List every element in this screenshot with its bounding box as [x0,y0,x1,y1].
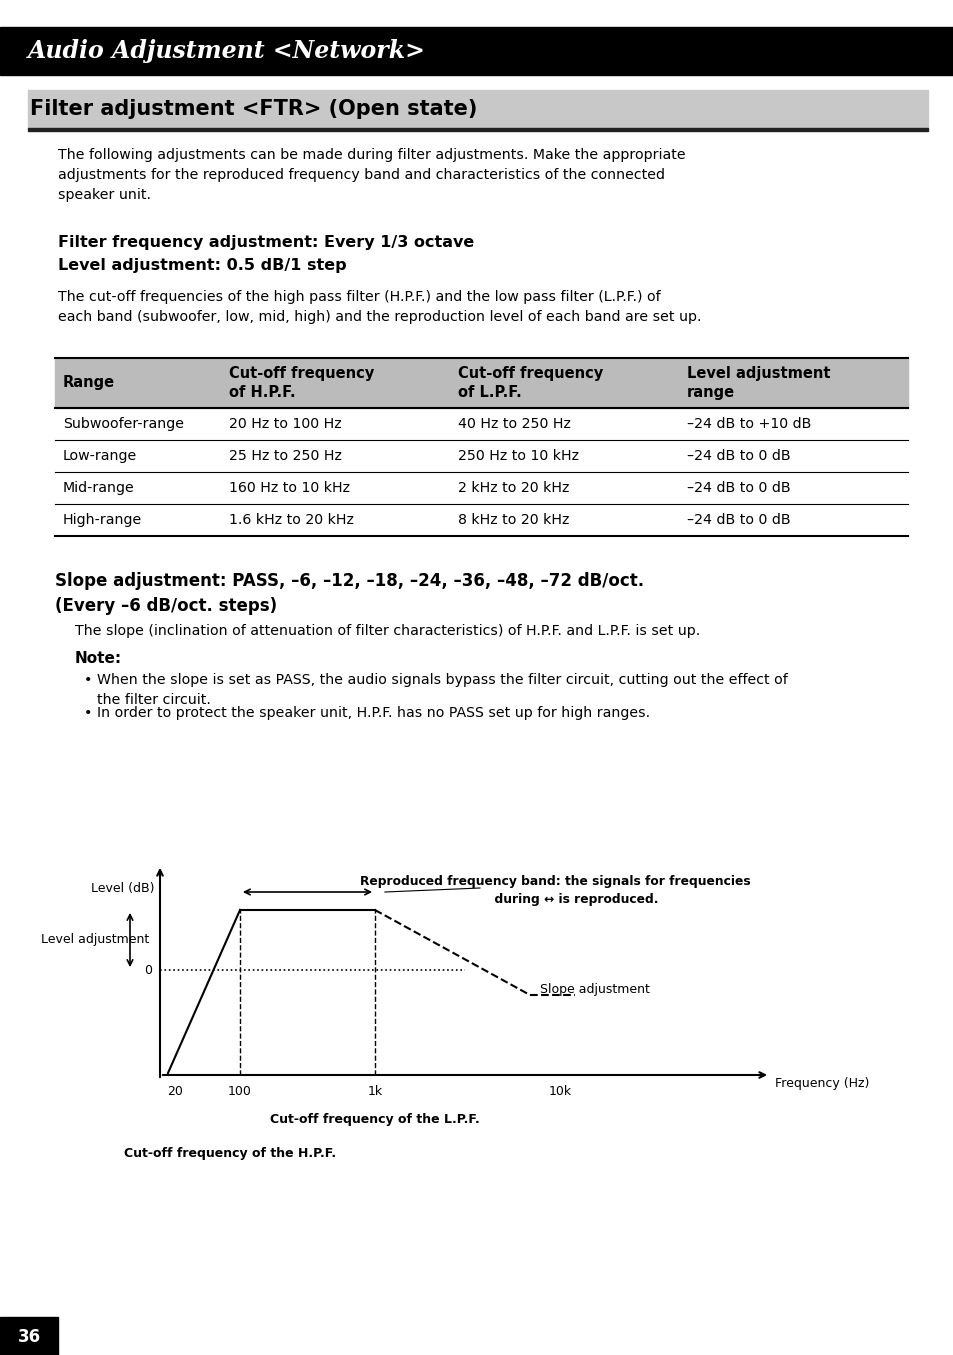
Text: Filter frequency adjustment: Every 1/3 octave: Filter frequency adjustment: Every 1/3 o… [58,234,474,251]
Text: The slope (inclination of attenuation of filter characteristics) of H.P.F. and L: The slope (inclination of attenuation of… [75,625,700,638]
Text: Level adjustment: Level adjustment [41,934,149,947]
Text: 20 Hz to 100 Hz: 20 Hz to 100 Hz [229,417,341,431]
Text: –24 dB to 0 dB: –24 dB to 0 dB [686,514,789,527]
Text: 160 Hz to 10 kHz: 160 Hz to 10 kHz [229,481,350,495]
Text: Low-range: Low-range [63,449,137,463]
Text: The cut-off frequencies of the high pass filter (H.P.F.) and the low pass filter: The cut-off frequencies of the high pass… [58,290,700,324]
Text: Frequency (Hz): Frequency (Hz) [774,1076,868,1089]
Text: High-range: High-range [63,514,142,527]
Text: 2 kHz to 20 kHz: 2 kHz to 20 kHz [457,481,569,495]
Text: Mid-range: Mid-range [63,481,134,495]
Text: –24 dB to 0 dB: –24 dB to 0 dB [686,449,789,463]
Text: •: • [84,706,92,720]
Text: 25 Hz to 250 Hz: 25 Hz to 250 Hz [229,449,342,463]
Text: Cut-off frequency of the L.P.F.: Cut-off frequency of the L.P.F. [270,1112,479,1126]
Text: 0: 0 [144,963,152,977]
Text: Filter adjustment <FTR> (Open state): Filter adjustment <FTR> (Open state) [30,99,476,119]
Text: Slope adjustment: Slope adjustment [539,984,649,996]
Text: Level adjustment
range: Level adjustment range [686,366,829,400]
Bar [55,358,907,408]
Text: Reproduced frequency band: the signals for frequencies
          during ↔ is rep: Reproduced frequency band: the signals f… [359,875,749,905]
Text: Level adjustment: 0.5 dB/1 step: Level adjustment: 0.5 dB/1 step [58,257,346,272]
Text: Level (dB): Level (dB) [91,882,154,896]
Text: Slope adjustment: PASS, –6, –12, –18, –24, –36, –48, –72 dB/oct.
(Every –6 dB/oc: Slope adjustment: PASS, –6, –12, –18, –2… [55,572,643,615]
Text: Cut-off frequency
of H.P.F.: Cut-off frequency of H.P.F. [229,366,375,400]
Text: –24 dB to +10 dB: –24 dB to +10 dB [686,417,810,431]
Text: 40 Hz to 250 Hz: 40 Hz to 250 Hz [457,417,570,431]
Text: When the slope is set as PASS, the audio signals bypass the filter circuit, cutt: When the slope is set as PASS, the audio… [97,673,787,706]
Text: Subwoofer-range: Subwoofer-range [63,417,184,431]
Text: Range: Range [63,375,115,390]
Text: 8 kHz to 20 kHz: 8 kHz to 20 kHz [457,514,569,527]
Bar [28,127,927,131]
Text: 20: 20 [167,1085,183,1098]
Text: 1.6 kHz to 20 kHz: 1.6 kHz to 20 kHz [229,514,354,527]
Text: 100: 100 [228,1085,252,1098]
Bar [0,1317,58,1355]
Bar [28,89,927,127]
Text: In order to protect the speaker unit, H.P.F. has no PASS set up for high ranges.: In order to protect the speaker unit, H.… [97,706,649,720]
Text: 1k: 1k [367,1085,382,1098]
Text: 36: 36 [17,1328,41,1346]
Text: Cut-off frequency
of L.P.F.: Cut-off frequency of L.P.F. [457,366,602,400]
Text: –24 dB to 0 dB: –24 dB to 0 dB [686,481,789,495]
Text: Cut-off frequency of the H.P.F.: Cut-off frequency of the H.P.F. [124,1146,335,1160]
Text: •: • [84,673,92,687]
Text: The following adjustments can be made during filter adjustments. Make the approp: The following adjustments can be made du… [58,148,685,202]
Bar [0,27,953,75]
Text: Audio Adjustment <Network>: Audio Adjustment <Network> [28,39,425,62]
Text: 10k: 10k [548,1085,571,1098]
Text: Note:: Note: [75,650,122,667]
Text: 250 Hz to 10 kHz: 250 Hz to 10 kHz [457,449,578,463]
